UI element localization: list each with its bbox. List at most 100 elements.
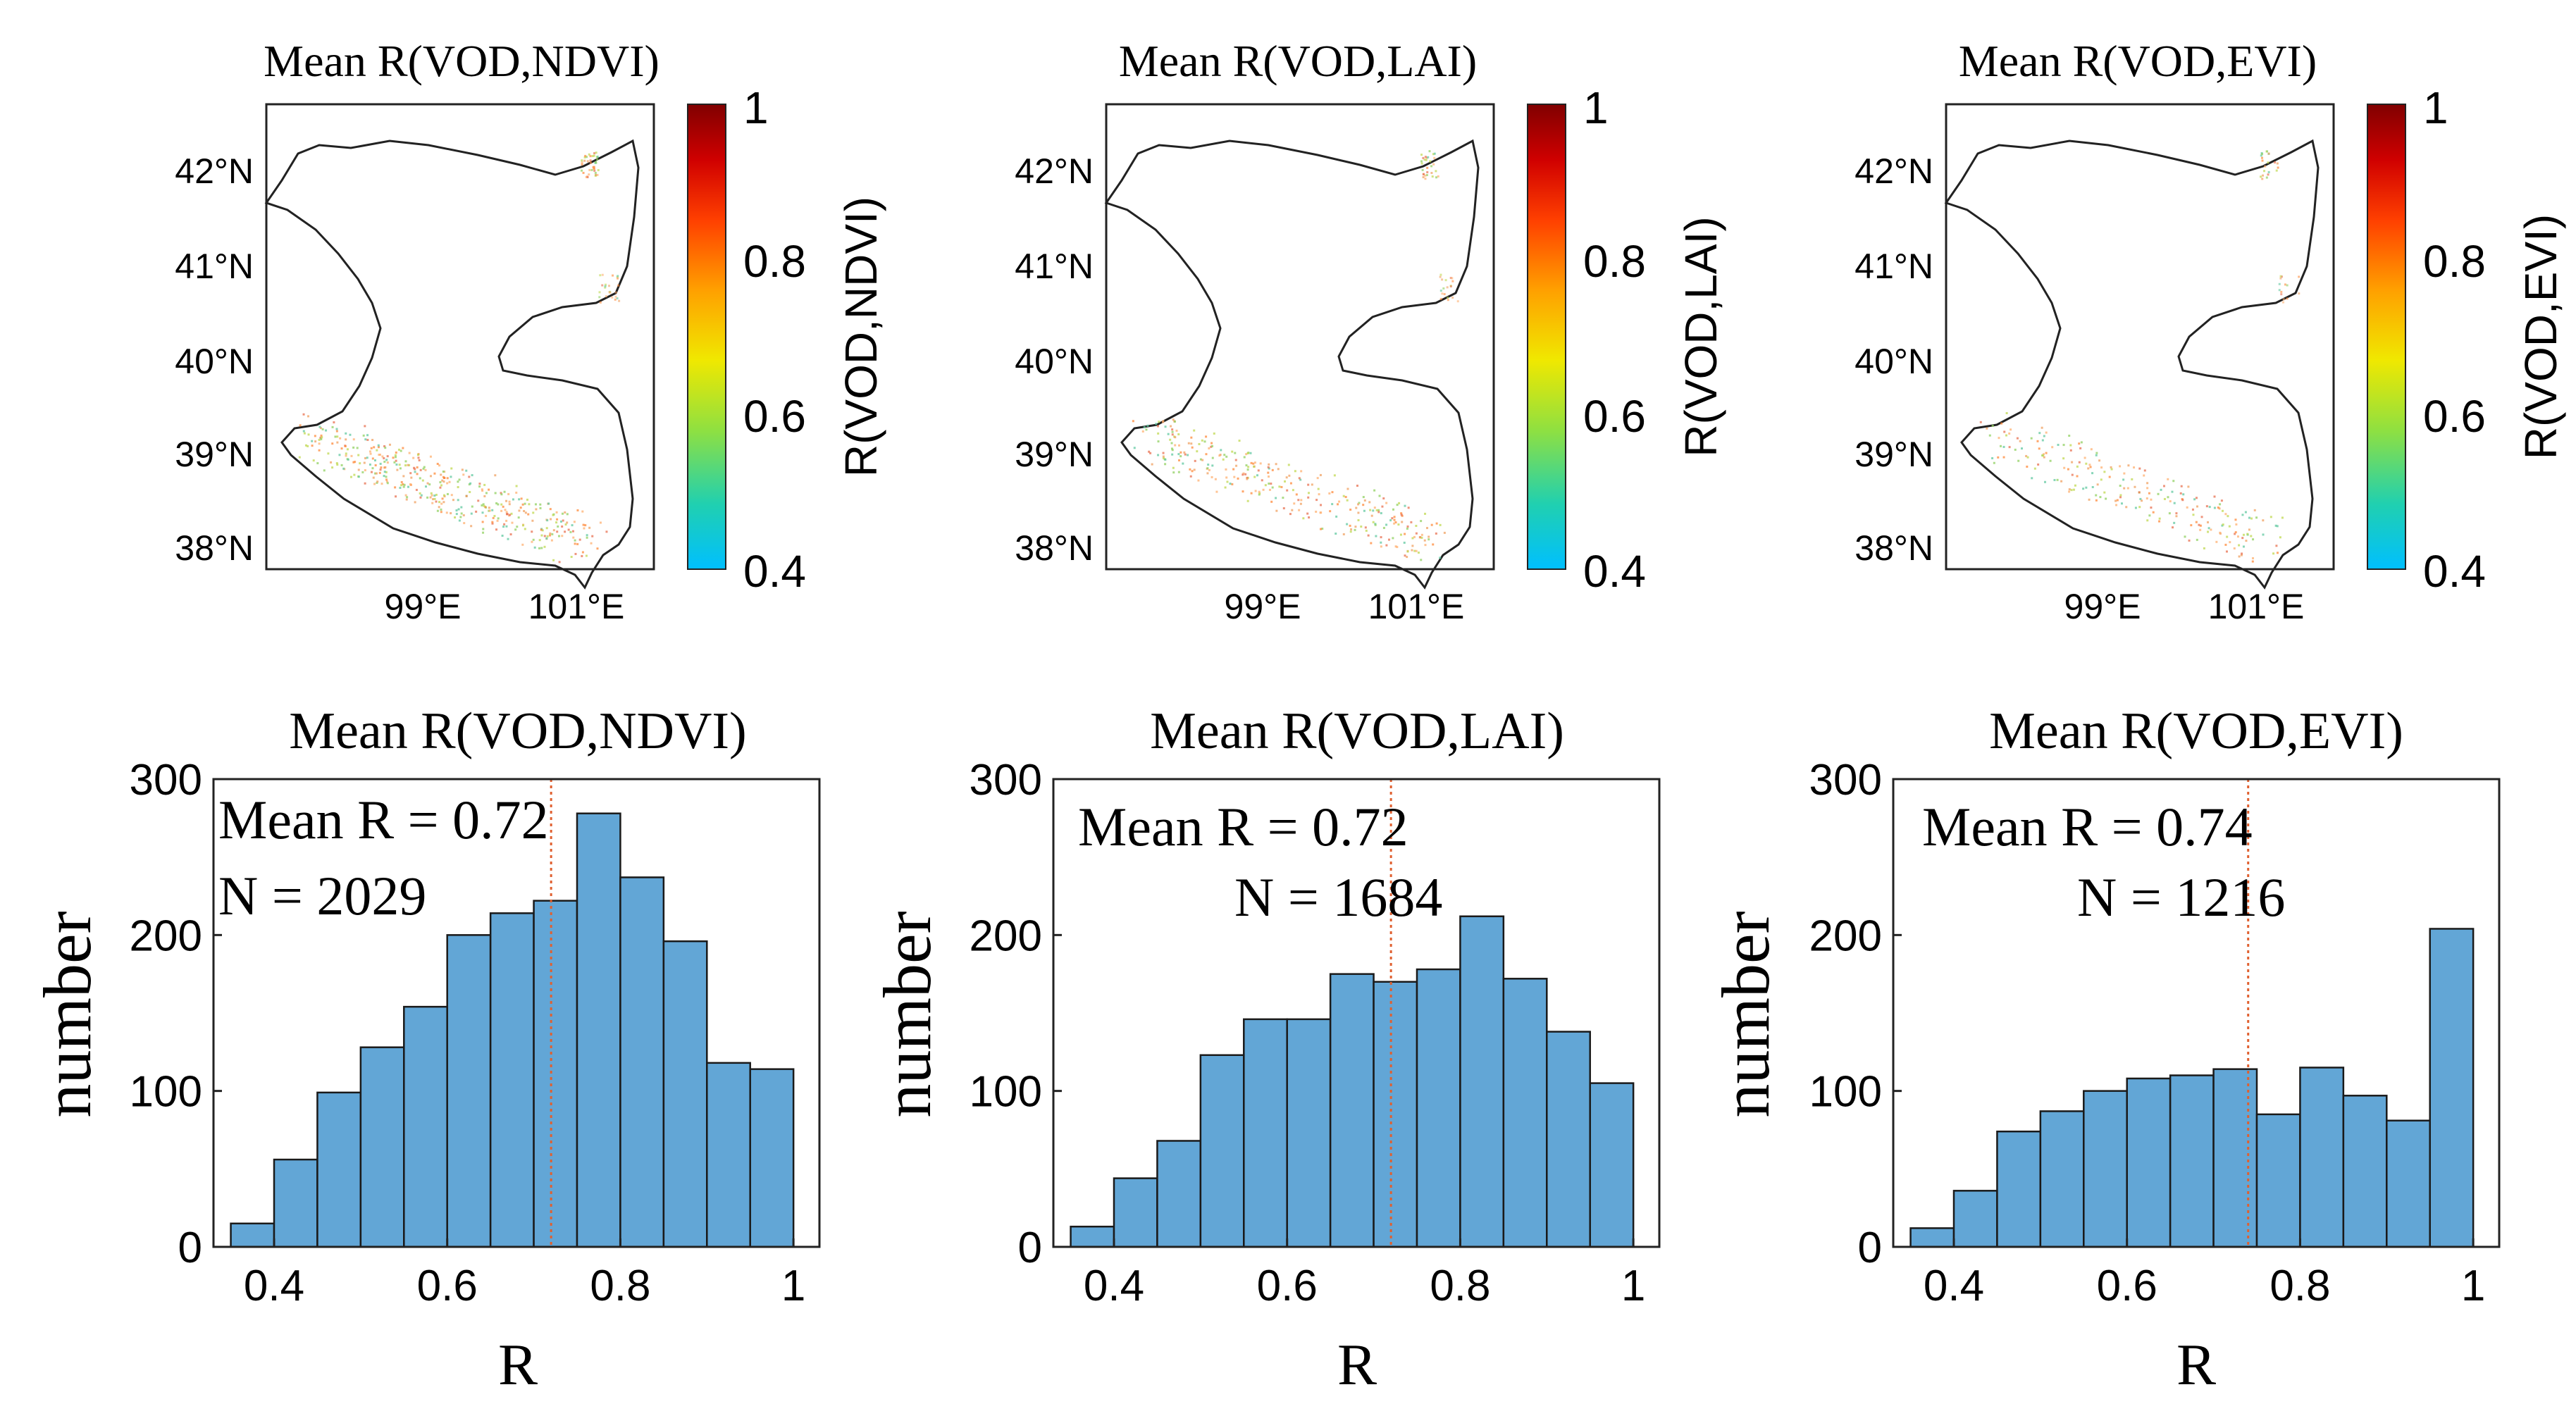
pixel <box>2071 473 2074 476</box>
pixel <box>581 510 584 513</box>
pixel <box>1394 545 1397 548</box>
pixel <box>419 496 422 499</box>
pixel <box>1196 450 1199 453</box>
pixel <box>1425 156 1428 159</box>
pixel <box>2193 498 2196 501</box>
pixel <box>426 496 429 499</box>
pixel <box>2083 456 2086 459</box>
pixel <box>1190 442 1193 445</box>
pixel <box>590 542 593 545</box>
pixel <box>2173 521 2176 524</box>
pixel <box>1354 528 1356 531</box>
pixel <box>1298 477 1301 480</box>
lat-tick-label: 40°N <box>1854 342 1933 381</box>
pixel <box>414 471 416 473</box>
pixel <box>2119 496 2122 499</box>
map-title: Mean R(VOD,NDVI) <box>264 36 660 86</box>
histogram-bar <box>662 940 708 1248</box>
histogram-bar <box>2386 1119 2431 1248</box>
pixel <box>555 521 558 524</box>
pixel <box>591 535 594 537</box>
pixel <box>1191 470 1194 473</box>
pixel <box>394 456 397 459</box>
pixel <box>2251 557 2254 559</box>
pixel <box>1211 464 1214 467</box>
pixel <box>595 151 597 154</box>
pixel <box>2180 485 2183 487</box>
pixel <box>1979 421 1982 423</box>
pixel <box>1422 156 1425 159</box>
pixel <box>605 530 608 533</box>
y-tick-label: 100 <box>130 1068 202 1117</box>
pixel <box>1425 158 1428 161</box>
pixel <box>2060 480 2063 483</box>
pixel <box>357 454 360 456</box>
pixel <box>546 535 549 537</box>
pixel <box>2179 492 2182 495</box>
histogram-bar <box>1952 1190 1998 1248</box>
pixel <box>494 492 497 495</box>
pixel <box>478 483 481 485</box>
pixel <box>2008 432 2011 435</box>
pixel <box>2088 464 2091 466</box>
pixel <box>481 490 484 492</box>
pixel <box>413 466 416 469</box>
pixel <box>1404 554 1406 557</box>
pixel <box>488 488 490 491</box>
pixel <box>1162 455 1165 458</box>
pixel <box>2261 178 2264 180</box>
pixel <box>349 433 352 436</box>
pixel <box>2150 498 2153 501</box>
pixel <box>1275 497 1277 499</box>
pixel <box>1406 550 1409 553</box>
x-tick-label: 0.4 <box>1924 1262 1984 1310</box>
pixel <box>495 528 498 531</box>
pixel <box>372 476 375 479</box>
pixel <box>494 474 497 477</box>
pixel <box>1164 458 1167 461</box>
pixel <box>508 500 511 503</box>
pixel <box>583 156 586 158</box>
histogram-ndvi: Mean R(VOD,NDVI) 0 100 200 300 0.4 0.6 0.8 1 Me… <box>30 702 821 1398</box>
pixel <box>1201 459 1204 461</box>
pixel <box>552 514 555 516</box>
correlation-pixels <box>298 151 621 564</box>
pixel <box>482 528 485 530</box>
pixel <box>1331 491 1334 494</box>
pixel <box>581 169 583 172</box>
pixel <box>1357 503 1360 506</box>
pixel <box>307 415 310 418</box>
pixel <box>1177 444 1180 447</box>
pixel <box>1435 532 1437 535</box>
pixel <box>2074 484 2076 487</box>
y-tick-label: 200 <box>970 912 1042 960</box>
pixel <box>1225 476 1228 479</box>
pixel <box>422 467 425 470</box>
pixel <box>2274 524 2277 527</box>
pixel <box>1237 477 1239 480</box>
pixel <box>366 456 369 459</box>
annotation-count: N = 1216 <box>2077 866 2285 928</box>
pixel <box>320 434 323 437</box>
colorbar-tick-label: 0.8 <box>743 236 806 287</box>
pixel <box>1286 489 1289 492</box>
pixel <box>356 447 359 449</box>
pixel <box>2000 422 2003 425</box>
pixel <box>492 516 495 519</box>
pixel <box>1226 480 1229 483</box>
pixel <box>347 458 349 461</box>
pixel <box>385 480 388 483</box>
pixel <box>538 547 541 549</box>
pixel <box>2265 176 2268 179</box>
pixel <box>569 530 572 533</box>
pixel <box>2181 499 2184 502</box>
histogram-bar <box>706 1062 751 1248</box>
pixel <box>2141 499 2143 502</box>
pixel <box>394 486 397 489</box>
pixel <box>1229 483 1232 485</box>
pixel <box>551 533 554 535</box>
pixel <box>2069 449 2072 452</box>
pixel <box>376 481 378 484</box>
pixel <box>516 526 519 528</box>
pixel <box>546 519 549 522</box>
